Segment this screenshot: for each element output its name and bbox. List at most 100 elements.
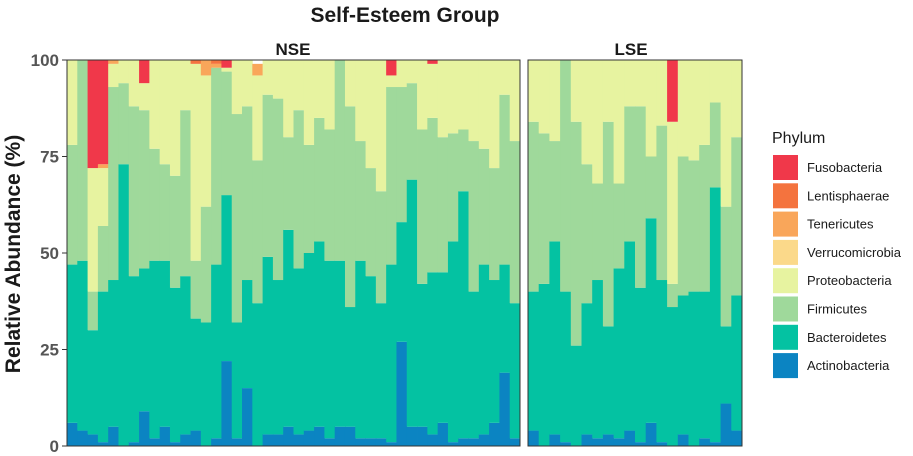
bar-segment-nse-10-bacteroidetes xyxy=(159,260,171,427)
bar-segment-nse-37-proteobacteria xyxy=(437,60,449,138)
bar-segment-nse-16-actinobacteria xyxy=(221,361,233,446)
bar-segment-lse-15-firmicutes xyxy=(677,156,689,296)
bar-segment-lse-11-proteobacteria xyxy=(635,60,647,107)
bar-segment-nse-30-bacteroidetes xyxy=(365,276,377,439)
bar-segment-nse-30-firmicutes xyxy=(365,168,377,277)
bar-segment-nse-15-lentisphaerae xyxy=(211,60,222,64)
bar-segment-nse-43-firmicutes xyxy=(499,94,511,265)
bar-segment-nse-32-bacteroidetes xyxy=(386,264,397,443)
bar-segment-nse-27-firmicutes xyxy=(334,60,346,261)
bar-segment-lse-17-firmicutes xyxy=(699,144,711,292)
bar-segment-nse-17-firmicutes xyxy=(231,114,243,323)
bar-segment-lse-3-firmicutes xyxy=(549,141,561,242)
bar-segment-nse-26-proteobacteria xyxy=(324,60,336,130)
legend-label-proteobacteria: Proteobacteria xyxy=(807,273,892,288)
bar-segment-nse-36-firmicutes xyxy=(427,117,439,273)
bar-segment-lse-15-bacteroidetes xyxy=(677,295,689,435)
bar-segment-lse-5-proteobacteria xyxy=(570,60,582,122)
bar-segment-nse-3-bacteroidetes xyxy=(87,330,99,435)
legend-swatch-verrucomicrobia xyxy=(773,239,798,265)
bar-segment-nse-7-firmicutes xyxy=(128,106,140,277)
bar-segment-nse-4-bacteroidetes xyxy=(97,291,109,443)
bar-segment-nse-20-proteobacteria xyxy=(262,60,274,95)
bar-segment-nse-40-actinobacteria xyxy=(468,438,480,446)
bar-segment-lse-13-proteobacteria xyxy=(656,60,668,126)
bar-segment-lse-7-firmicutes xyxy=(592,183,604,281)
bar-segment-nse-1-actinobacteria xyxy=(67,422,78,446)
bar-segment-nse-28-proteobacteria xyxy=(344,60,356,107)
bar-segment-nse-23-proteobacteria xyxy=(293,60,305,111)
bar-segment-lse-8-firmicutes xyxy=(602,121,614,327)
bar-segment-nse-43-bacteroidetes xyxy=(499,264,511,373)
y-axis-label: Relative Abundance (%) xyxy=(2,135,25,373)
bar-segment-lse-13-firmicutes xyxy=(656,125,668,281)
panel-lse-bars xyxy=(528,60,743,446)
bar-segment-lse-10-proteobacteria xyxy=(624,60,636,107)
bar-segment-nse-7-actinobacteria xyxy=(128,442,140,446)
bar-segment-nse-17-proteobacteria xyxy=(231,60,243,115)
bar-segment-nse-21-proteobacteria xyxy=(272,60,284,99)
bar-segment-nse-27-actinobacteria xyxy=(334,426,346,446)
bar-segment-lse-10-bacteroidetes xyxy=(624,241,636,431)
bar-segment-nse-1-bacteroidetes xyxy=(67,264,78,423)
bar-segment-nse-39-proteobacteria xyxy=(458,60,469,130)
bar-segment-nse-10-actinobacteria xyxy=(159,426,171,446)
bar-segment-nse-13-actinobacteria xyxy=(190,430,202,446)
bar-segment-lse-9-bacteroidetes xyxy=(613,268,625,439)
bar-segment-lse-3-bacteroidetes xyxy=(549,241,561,435)
legend-label-lentisphaerae: Lentisphaerae xyxy=(807,188,889,203)
legend-swatch-fusobacteria xyxy=(773,155,798,180)
bar-segment-lse-11-actinobacteria xyxy=(635,442,647,446)
bar-segment-lse-3-actinobacteria xyxy=(549,434,561,446)
legend-swatch-actinobacteria xyxy=(773,353,798,379)
bar-segment-nse-24-firmicutes xyxy=(303,144,315,253)
bar-segment-nse-44-actinobacteria xyxy=(509,438,521,446)
bar-segment-nse-38-bacteroidetes xyxy=(447,241,459,443)
bar-segment-nse-12-actinobacteria xyxy=(180,434,191,446)
bar-segment-nse-41-bacteroidetes xyxy=(478,264,490,435)
bar-segment-nse-22-firmicutes xyxy=(283,137,294,230)
bar-segment-lse-9-proteobacteria xyxy=(613,60,625,184)
bar-segment-nse-43-actinobacteria xyxy=(499,372,511,446)
bar-segment-nse-3-firmicutes xyxy=(87,291,99,331)
bar-segment-nse-42-actinobacteria xyxy=(489,422,500,446)
bar-segment-nse-36-bacteroidetes xyxy=(427,272,439,435)
bar-segment-lse-15-actinobacteria xyxy=(677,434,689,446)
bar-segment-lse-18-proteobacteria xyxy=(709,60,721,103)
bar-segment-nse-15-tenericutes xyxy=(211,63,222,68)
legend-label-verrucomicrobia: Verrucomicrobia xyxy=(807,245,902,260)
bar-segment-nse-16-firmicutes xyxy=(221,71,233,196)
bar-segment-lse-14-firmicutes xyxy=(667,283,679,308)
bar-segment-lse-1-bacteroidetes xyxy=(528,291,540,431)
bar-segment-nse-26-bacteroidetes xyxy=(324,260,336,439)
bar-segment-nse-41-firmicutes xyxy=(478,148,490,265)
bar-segment-lse-18-firmicutes xyxy=(709,102,721,188)
bar-segment-lse-20-actinobacteria xyxy=(731,430,743,446)
bar-segment-nse-32-actinobacteria xyxy=(386,442,397,446)
bar-segment-nse-1-proteobacteria xyxy=(67,60,78,145)
bar-segment-nse-5-actinobacteria xyxy=(108,426,119,446)
bar-segment-lse-18-bacteroidetes xyxy=(709,187,721,443)
bar-segment-nse-11-actinobacteria xyxy=(169,442,181,446)
bar-segment-nse-34-bacteroidetes xyxy=(406,179,418,427)
bar-segment-nse-5-bacteroidetes xyxy=(108,280,119,427)
bar-segment-lse-6-proteobacteria xyxy=(581,60,593,165)
bar-segment-nse-8-proteobacteria xyxy=(139,83,150,111)
bar-segment-lse-18-actinobacteria xyxy=(709,442,721,446)
bar-segment-lse-14-fusobacteria xyxy=(667,60,679,122)
bar-segment-nse-44-proteobacteria xyxy=(509,60,521,142)
bar-segment-nse-16-bacteroidetes xyxy=(221,195,233,362)
bar-segment-nse-33-firmicutes xyxy=(396,87,408,223)
bar-segment-lse-3-proteobacteria xyxy=(549,60,561,142)
bar-segment-lse-7-bacteroidetes xyxy=(592,280,604,439)
bar-segment-nse-13-proteobacteria xyxy=(190,63,202,261)
y-tick-label: 0 xyxy=(50,437,59,456)
panel-lse-border xyxy=(527,59,743,447)
bar-segment-lse-17-actinobacteria xyxy=(699,438,711,446)
bar-segment-lse-1-proteobacteria xyxy=(528,60,540,122)
bar-segment-nse-8-firmicutes xyxy=(139,110,150,269)
bar-segment-lse-11-firmicutes xyxy=(635,106,647,288)
bar-segment-nse-41-actinobacteria xyxy=(478,434,490,446)
bar-segment-nse-20-bacteroidetes xyxy=(262,256,274,435)
